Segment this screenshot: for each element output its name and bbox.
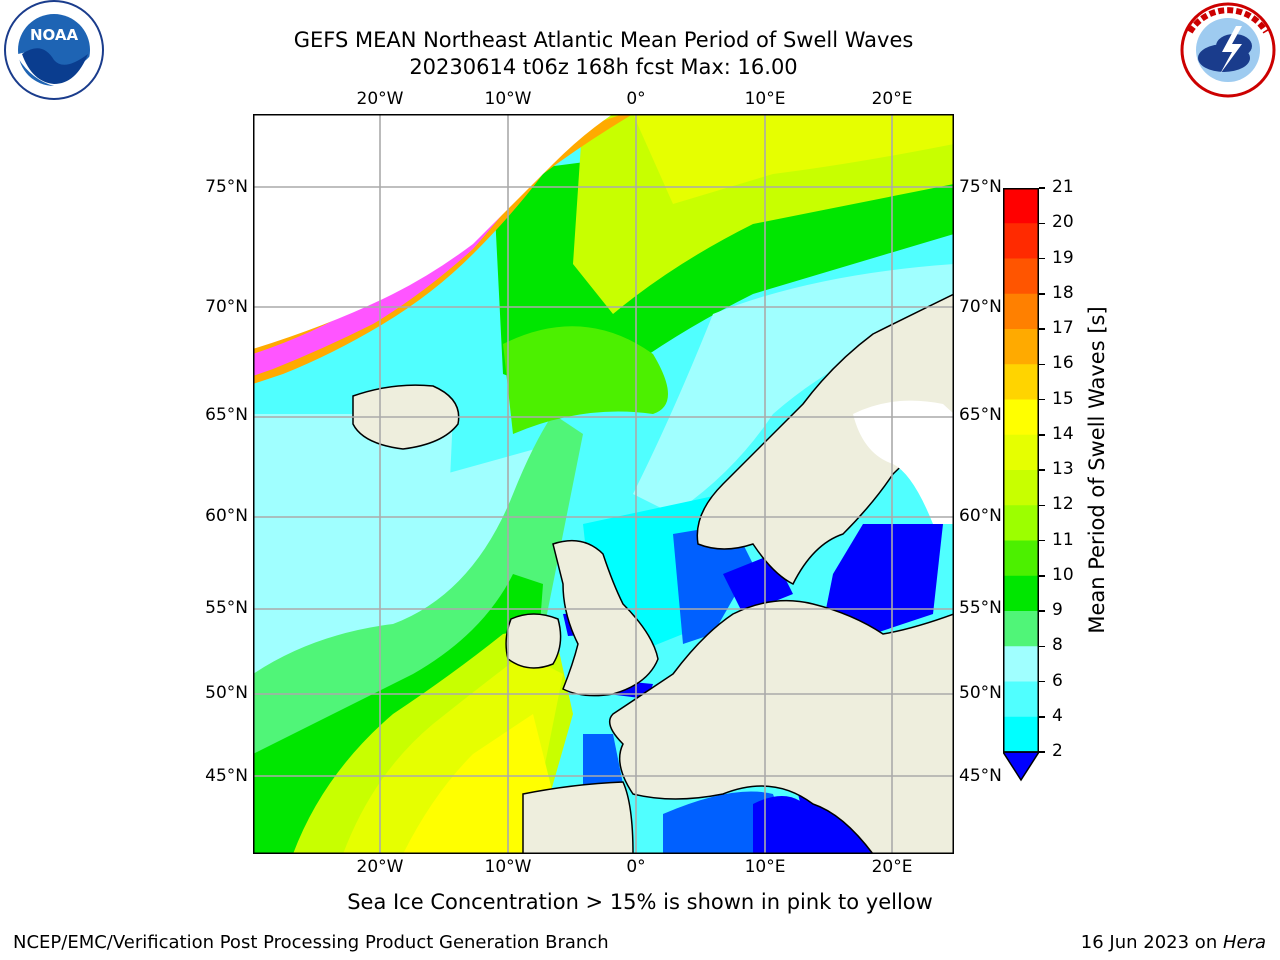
- lon-label-bottom-20e: 20°E: [871, 857, 913, 877]
- footer-date: 16 Jun 2023 on Hera: [1081, 932, 1266, 953]
- colorbar-tick-label: 9: [1052, 600, 1063, 620]
- colorbar-tick-mark: [1039, 751, 1045, 753]
- noaa-logo: NOAA: [2, 0, 106, 104]
- lon-label-top-10e: 10°E: [744, 89, 786, 109]
- colorbar-tick-label: 4: [1052, 705, 1063, 726]
- footer-machine: Hera: [1222, 932, 1266, 953]
- lon-label-top-0: 0°: [626, 89, 646, 109]
- colorbar-band: [1003, 364, 1039, 400]
- colorbar-band: [1003, 540, 1039, 577]
- colorbar-band: [1003, 223, 1039, 259]
- footer-credit: NCEP/EMC/Verification Post Processing Pr…: [13, 932, 609, 953]
- lat-label-left-50n: 50°N: [205, 683, 248, 703]
- colorbar-tick-mark: [1039, 363, 1045, 365]
- colorbar-band: [1003, 293, 1039, 330]
- colorbar-outline: [1003, 188, 1039, 753]
- colorbar-tick-mark: [1039, 328, 1045, 330]
- lat-label-right-45n: 45°N: [959, 766, 1002, 786]
- colorbar-band: [1003, 399, 1039, 436]
- colorbar-extend-triangle: [1003, 751, 1039, 782]
- lon-label-bottom-0: 0°: [626, 857, 646, 877]
- colorbar-tick-label: 20: [1052, 212, 1074, 233]
- colorbar-tick-mark: [1039, 434, 1045, 436]
- colorbar-band: [1003, 681, 1039, 718]
- colorbar-band: [1003, 434, 1039, 471]
- lat-label-right-50n: 50°N: [959, 683, 1002, 703]
- colorbar-tick-label: 2: [1052, 741, 1063, 761]
- lon-label-bottom-20w: 20°W: [356, 857, 404, 877]
- colorbar-tick-mark: [1039, 575, 1045, 577]
- scandinavia: [696, 293, 954, 586]
- colorbar-tick-mark: [1039, 469, 1045, 471]
- chart-subtitle: 20230614 t06z 168h fcst Max: 16.00: [409, 55, 798, 79]
- nws-logo: [1176, 2, 1280, 102]
- colorbar-tick-label: 11: [1052, 529, 1074, 550]
- colorbar-label: Mean Period of Swell Waves [s]: [1085, 306, 1109, 634]
- colorbar-tick-mark: [1039, 187, 1045, 189]
- europe-mainland: [608, 599, 954, 854]
- greenland-landmask: [253, 114, 613, 349]
- lat-label-right-60n: 60°N: [959, 506, 1002, 526]
- colorbar-band: [1003, 505, 1039, 541]
- colorbar-tick-label: 15: [1052, 388, 1074, 409]
- colorbar-tick-mark: [1039, 610, 1045, 612]
- lon-label-bottom-10w: 10°W: [484, 857, 532, 877]
- colorbar-band: [1003, 716, 1039, 753]
- colorbar-tick-mark: [1039, 257, 1045, 260]
- colorbar-tick-label: 14: [1052, 423, 1074, 444]
- colorbar-band: [1003, 611, 1039, 647]
- lon-label-top-20w: 20°W: [356, 89, 404, 109]
- lat-label-left-60n: 60°N: [205, 506, 248, 526]
- lat-label-left-45n: 45°N: [205, 766, 248, 786]
- lon-label-top-20e: 20°E: [871, 89, 913, 109]
- colorbar-band: [1003, 188, 1039, 224]
- sea-ice-footnote: Sea Ice Concentration > 15% is shown in …: [347, 890, 933, 914]
- lat-label-left-65n: 65°N: [205, 405, 248, 425]
- colorbar-band: [1003, 258, 1039, 295]
- colorbar: [1003, 188, 1039, 784]
- colorbar-tick-label: 19: [1052, 247, 1074, 268]
- colorbar-tick-label: 8: [1052, 635, 1063, 656]
- iberia: [522, 781, 634, 854]
- colorbar-tick-mark: [1039, 680, 1045, 683]
- colorbar-tick-label: 13: [1052, 459, 1074, 479]
- noaa-logo-text: NOAA: [30, 26, 79, 44]
- colorbar-band: [1003, 646, 1039, 682]
- lat-label-left-55n: 55°N: [205, 598, 248, 618]
- swell-period-map: [253, 114, 954, 854]
- map-graticule: [253, 114, 954, 854]
- colorbar-band: [1003, 575, 1039, 612]
- lat-label-right-75n: 75°N: [959, 177, 1002, 197]
- lat-label-right-55n: 55°N: [959, 598, 1002, 618]
- colorbar-band: [1003, 329, 1039, 365]
- lon-label-bottom-10e: 10°E: [744, 857, 786, 877]
- colorbar-tick-mark: [1039, 222, 1045, 224]
- colorbar-tick-label: 12: [1052, 494, 1074, 515]
- colorbar-tick-mark: [1039, 539, 1045, 542]
- footer-date-text: 16 Jun 2023 on: [1080, 932, 1223, 953]
- colorbar-tick-mark: [1039, 398, 1045, 401]
- colorbar-tick-label: 17: [1052, 318, 1074, 338]
- lat-label-left-75n: 75°N: [205, 177, 248, 197]
- colorbar-tick-mark: [1039, 504, 1045, 506]
- colorbar-tick-label: 16: [1052, 353, 1074, 374]
- colorbar-tick-label: 10: [1052, 564, 1074, 585]
- lat-label-right-65n: 65°N: [959, 405, 1002, 425]
- colorbar-tick-label: 18: [1052, 282, 1074, 303]
- colorbar-tick-label: 6: [1052, 670, 1063, 691]
- lat-label-left-70n: 70°N: [205, 297, 248, 317]
- colorbar-tick-mark: [1039, 716, 1045, 718]
- chart-title: GEFS MEAN Northeast Atlantic Mean Period…: [293, 28, 914, 52]
- colorbar-tick-label: 21: [1052, 177, 1074, 197]
- ireland: [505, 613, 562, 669]
- colorbar-tick-mark: [1039, 293, 1045, 295]
- colorbar-band: [1003, 470, 1039, 506]
- colorbar-swatches: [1003, 188, 1039, 782]
- lon-label-top-10w: 10°W: [484, 89, 532, 109]
- map-panel: [253, 114, 954, 854]
- colorbar-tick-mark: [1039, 645, 1045, 647]
- lat-label-right-70n: 70°N: [959, 297, 1002, 317]
- sweden-finland-landmask: [853, 400, 954, 524]
